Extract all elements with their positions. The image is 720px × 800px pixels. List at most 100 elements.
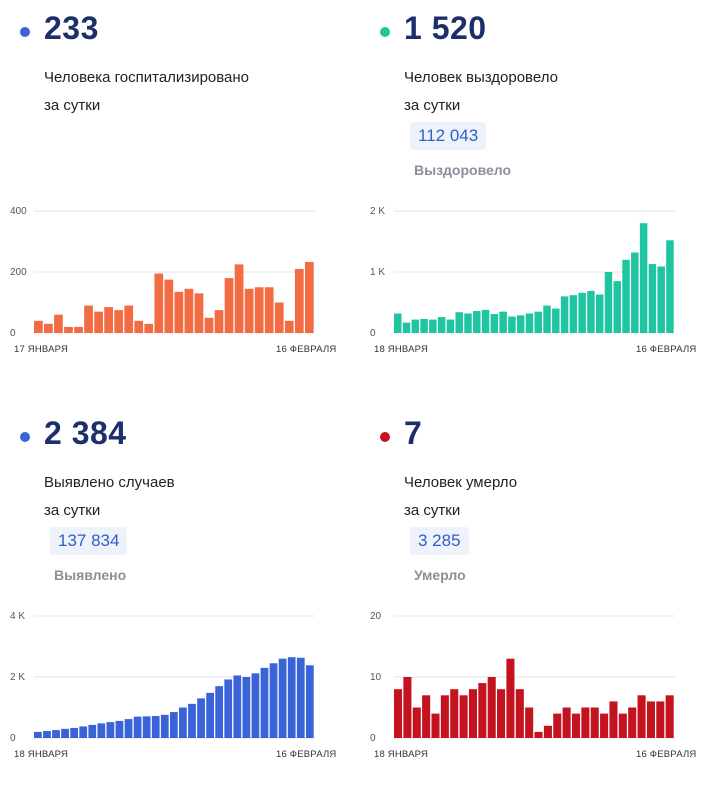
bar [242, 677, 251, 738]
bar [274, 302, 284, 333]
bar [206, 692, 214, 738]
x-start-label: 18 ЯНВАРЯ [14, 749, 68, 760]
bar [244, 288, 254, 333]
bar [622, 259, 630, 333]
y-tick-label: 4 K [10, 611, 25, 622]
y-tick-label: 10 [370, 672, 382, 683]
bar [164, 279, 174, 334]
bar [134, 320, 144, 333]
bar [429, 319, 437, 333]
bar [508, 316, 516, 333]
x-start-label: 18 ЯНВАРЯ [374, 344, 428, 355]
bar [506, 658, 515, 738]
bar [224, 679, 233, 738]
x-start-label: 17 ЯНВАРЯ [14, 344, 68, 355]
bar [402, 322, 411, 333]
bullet-dot [380, 27, 390, 37]
bar [174, 291, 184, 333]
daily-value: 233 [44, 10, 99, 46]
bar [188, 703, 196, 738]
bar [516, 315, 525, 333]
bar [114, 310, 124, 334]
bar [562, 707, 571, 738]
bar [422, 695, 431, 738]
bar [264, 287, 274, 333]
bar [628, 707, 637, 738]
bar [97, 723, 106, 738]
bar [34, 731, 42, 738]
total-label: Умерло [414, 567, 466, 583]
bar [43, 730, 51, 738]
chart-recovered: 0 1 K 2 K 18 ЯНВАРЯ 16 ФЕВРАЛЯ [370, 206, 696, 355]
bar [224, 278, 234, 333]
bar [74, 326, 83, 333]
bar [450, 689, 459, 738]
description-line-2: за сутки [404, 502, 461, 519]
bar [440, 695, 449, 738]
description: Выявлено случаев за сутки [44, 469, 175, 525]
y-tick-label: 0 [10, 733, 16, 744]
bar [464, 313, 472, 333]
bar [446, 319, 455, 333]
bar [455, 312, 463, 333]
bar [44, 323, 53, 333]
bar [278, 658, 287, 738]
bar [420, 318, 428, 333]
bar [251, 673, 260, 738]
bar [569, 295, 578, 333]
bar [473, 311, 481, 333]
bar [459, 695, 468, 738]
bar [124, 719, 133, 738]
bar [618, 713, 627, 738]
bar [587, 290, 595, 333]
bar [144, 323, 154, 333]
y-tick-label: 0 [370, 733, 376, 744]
bar [515, 689, 524, 738]
bar [214, 310, 224, 334]
daily-value: 1 520 [404, 10, 487, 46]
description: Человек выздоровело за сутки [404, 64, 558, 120]
bar [94, 311, 103, 333]
x-end-label: 16 ФЕВРАЛЯ [636, 344, 696, 355]
panel-detected: 2 384 Выявлено случаев за сутки 137 834 … [0, 405, 340, 785]
bar [613, 281, 622, 333]
bar [197, 698, 205, 738]
bar [468, 689, 477, 738]
bar [648, 264, 657, 333]
bar [124, 305, 134, 333]
bar [296, 657, 305, 738]
bullet-dot [20, 432, 30, 442]
y-tick-label: 0 [10, 328, 16, 339]
y-tick-label: 20 [370, 611, 382, 622]
bar [543, 725, 552, 738]
panel-deaths: 7 Человек умерло за сутки 3 285 Умерло 0… [360, 405, 700, 785]
bar [534, 731, 543, 738]
bar [656, 701, 665, 738]
description-line-2: за сутки [44, 97, 101, 114]
y-tick-label: 0 [370, 328, 376, 339]
bar [431, 713, 440, 738]
bar [115, 720, 124, 738]
bar [560, 296, 569, 333]
bar [581, 707, 590, 738]
chart-detected: 0 2 K 4 K 18 ЯНВАРЯ 16 ФЕВРАЛЯ [10, 611, 336, 760]
daily-value: 2 384 [44, 415, 127, 451]
bar [578, 292, 586, 333]
bar [160, 714, 169, 738]
bar [534, 311, 542, 333]
bar [394, 689, 403, 738]
chart-hospitalized: 0 200 400 17 ЯНВАРЯ 16 ФЕВРАЛЯ [10, 206, 336, 355]
bar [543, 305, 551, 333]
x-start-label: 18 ЯНВАРЯ [374, 749, 428, 760]
total-label: Выздоровело [414, 162, 512, 178]
bar [481, 309, 490, 333]
bullet-dot [380, 432, 390, 442]
bar [525, 313, 534, 333]
bar [184, 288, 194, 333]
chart-deaths: 0 10 20 18 ЯНВАРЯ 16 ФЕВРАЛЯ [370, 611, 696, 760]
bar [525, 707, 534, 738]
bar [646, 701, 655, 738]
bar [233, 675, 242, 738]
bar [284, 320, 294, 333]
description: Человека госпитализировано за сутки [44, 64, 249, 120]
